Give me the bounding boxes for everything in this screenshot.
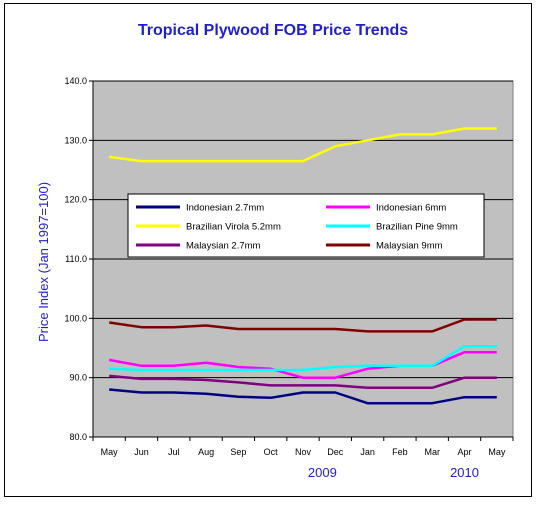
x-tick-label: Jan bbox=[360, 447, 375, 457]
x-tick-label: May bbox=[101, 447, 119, 457]
y-tick-label: 130.0 bbox=[64, 135, 87, 145]
chart-title: Tropical Plywood FOB Price Trends bbox=[138, 22, 408, 39]
legend-entry: Malaysian 2.7mm bbox=[186, 241, 261, 252]
x-tick-label: Feb bbox=[392, 447, 408, 457]
series-line bbox=[109, 318, 497, 333]
legend-entry: Brazilian Virola 5.2mm bbox=[186, 222, 281, 233]
y-tick-label: 120.0 bbox=[64, 195, 87, 205]
series-line bbox=[109, 127, 497, 163]
x-tick-label: Aug bbox=[198, 447, 214, 457]
x-tick-label: Dec bbox=[327, 447, 344, 457]
legend-entry: Indonesian 2.7mm bbox=[186, 203, 264, 214]
legend: Indonesian 2.7mm Indonesian 6mm Brazilian … bbox=[127, 193, 485, 258]
legend-entry: Malaysian 9mm bbox=[376, 241, 443, 252]
y-tick-label: 140.0 bbox=[64, 76, 87, 86]
plot-area: 80.0 90.0 100.0 110.0 120.0 130.0 140.0 May Jun J… bbox=[64, 76, 514, 480]
x-tick-label: May bbox=[488, 447, 506, 457]
year-label: 2009 bbox=[308, 465, 337, 480]
y-tick-label: 100.0 bbox=[64, 313, 87, 323]
chart-frame: Tropical Plywood FOB Price Trends Price … bbox=[4, 3, 532, 497]
legend-entry: Brazilian Pine 9mm bbox=[376, 222, 458, 233]
y-tick-label: 80.0 bbox=[69, 432, 87, 442]
series-line bbox=[109, 374, 497, 390]
y-tick-label: 110.0 bbox=[65, 254, 87, 264]
x-tick-label: Jun bbox=[134, 447, 149, 457]
x-tick-label: Sep bbox=[230, 447, 246, 457]
legend-entry: Indonesian 6mm bbox=[376, 203, 446, 214]
x-tick-label: Jul bbox=[168, 447, 180, 457]
x-tick-label: Nov bbox=[295, 447, 312, 457]
y-tick-label: 90.0 bbox=[69, 373, 87, 383]
y-axis-label: Price Index (Jan 1997=100) bbox=[36, 182, 51, 342]
line-chart: Tropical Plywood FOB Price Trends Price … bbox=[36, 22, 514, 480]
x-tick-label: Apr bbox=[458, 447, 472, 457]
x-tick-label: Mar bbox=[424, 447, 440, 457]
legend-box bbox=[127, 193, 485, 258]
series-line bbox=[109, 344, 497, 372]
year-label: 2010 bbox=[450, 465, 479, 480]
x-tick-label: Oct bbox=[264, 447, 279, 457]
series-line bbox=[109, 388, 497, 405]
